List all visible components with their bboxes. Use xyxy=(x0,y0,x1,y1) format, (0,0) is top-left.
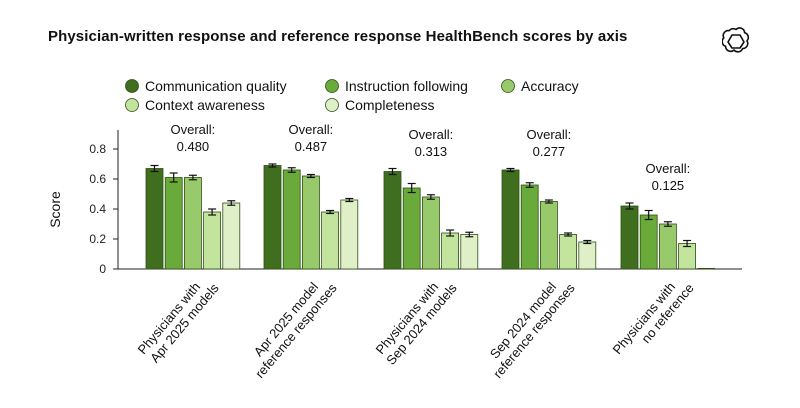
overall-label: Overall: xyxy=(409,127,454,142)
legend-label: Completeness xyxy=(345,97,435,113)
legend-marker xyxy=(125,98,139,112)
overall-value: 0.480 xyxy=(177,139,210,154)
bar xyxy=(145,168,164,270)
bar xyxy=(164,177,183,270)
legend-marker xyxy=(125,79,139,93)
bar xyxy=(620,205,639,270)
y-tick-label: 0.6 xyxy=(89,172,106,186)
bar xyxy=(340,199,359,270)
legend-label: Accuracy xyxy=(521,78,579,94)
overall-label: Overall: xyxy=(646,161,691,176)
legend-marker xyxy=(325,98,339,112)
bar xyxy=(301,175,320,270)
legend-label: Context awareness xyxy=(145,97,265,113)
bar xyxy=(501,169,520,270)
overall-value: 0.487 xyxy=(295,139,328,154)
bar xyxy=(678,243,696,270)
bar xyxy=(639,214,658,270)
chart-title: Physician-written response and reference… xyxy=(48,28,628,45)
overall-label: Overall: xyxy=(171,122,216,137)
overall-value: 0.277 xyxy=(533,144,566,159)
y-tick-label: 0.8 xyxy=(89,142,106,156)
legend-marker xyxy=(501,79,515,93)
bar xyxy=(578,241,597,270)
legend-label: Instruction following xyxy=(345,78,468,94)
overall-label: Overall: xyxy=(289,122,334,137)
y-axis-label: Score xyxy=(47,191,63,228)
bar xyxy=(402,187,421,270)
bar xyxy=(659,223,677,270)
bar xyxy=(183,177,202,270)
overall-value: 0.125 xyxy=(652,178,685,193)
bar xyxy=(460,234,479,270)
y-tick-label: 0.4 xyxy=(89,202,106,216)
bar xyxy=(321,211,340,270)
overall-label: Overall: xyxy=(527,127,572,142)
bar xyxy=(520,184,539,270)
bar xyxy=(203,211,222,270)
legend-label: Communication quality xyxy=(145,78,287,94)
bar xyxy=(282,169,301,270)
openai-logo-icon xyxy=(722,27,750,53)
bar xyxy=(421,196,440,270)
bar xyxy=(263,165,282,270)
bar xyxy=(697,267,716,270)
y-tick-label: 0 xyxy=(99,262,106,276)
overall-value: 0.313 xyxy=(415,144,448,159)
bar xyxy=(383,171,402,270)
y-tick-label: 0.2 xyxy=(89,232,106,246)
legend-marker xyxy=(325,79,339,93)
bar xyxy=(559,234,577,270)
bar xyxy=(441,232,460,270)
bar xyxy=(222,202,241,270)
bar xyxy=(540,201,558,270)
